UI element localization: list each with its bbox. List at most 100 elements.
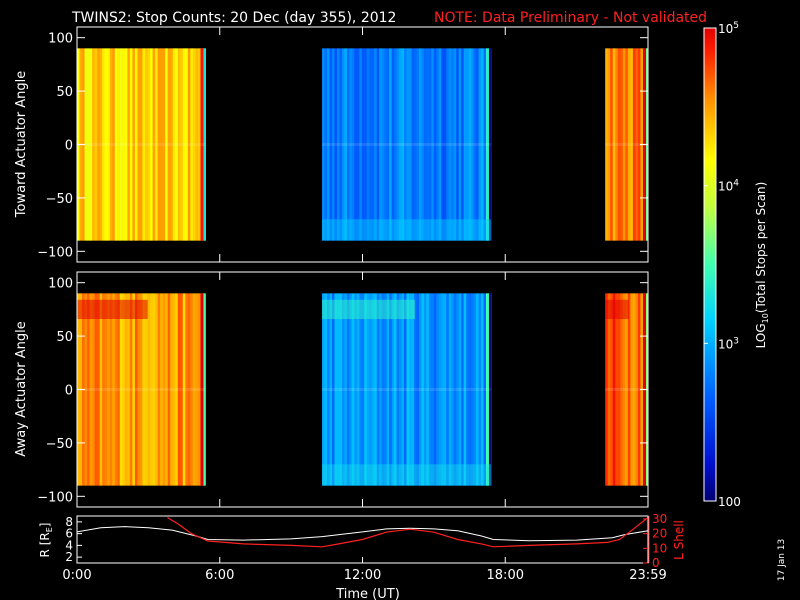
heatmap-column — [339, 293, 343, 486]
heatmap-column — [147, 293, 151, 486]
heatmap-column — [134, 293, 138, 486]
xtick-label: 12:00 — [344, 568, 381, 583]
heatmap-column — [170, 293, 174, 486]
heatmap-column — [142, 48, 146, 241]
heatmap-column — [119, 48, 123, 241]
heatmap-edge — [200, 48, 204, 241]
heatmap-column — [109, 293, 113, 486]
heatmap-column — [409, 48, 412, 241]
heatmap-column — [617, 48, 621, 241]
heatmap-column — [364, 293, 368, 486]
heatmap-edge — [203, 293, 206, 486]
heatmap-column — [483, 293, 487, 486]
heatmap-column — [471, 48, 474, 241]
heatmap-column — [145, 48, 148, 241]
heatmap-column — [471, 293, 474, 486]
heatmap-column — [172, 293, 176, 486]
heatmap-column — [356, 293, 360, 486]
heatmap-column — [431, 293, 435, 486]
heatmap-column — [132, 48, 136, 241]
heatmap-column — [473, 48, 477, 241]
heatmap-column — [436, 48, 440, 241]
heatmap-column — [625, 48, 629, 241]
heatmap-edge — [488, 293, 491, 486]
ytick-label: 50 — [56, 85, 73, 100]
series-line-r — [77, 526, 648, 542]
heatmap-edge — [485, 48, 489, 241]
heatmap-column — [155, 48, 159, 241]
heatmap-column — [423, 48, 427, 241]
toward-ylabel: Toward Actuator Angle — [14, 71, 29, 218]
heatmap-column — [622, 293, 626, 486]
heatmap-column — [369, 293, 373, 486]
heatmap-column — [396, 293, 400, 486]
y2tick-label: 30 — [652, 512, 667, 526]
heatmap-column — [150, 293, 153, 486]
heatmap-column — [411, 48, 415, 241]
heatmap-column — [389, 293, 393, 486]
heatmap-column — [463, 48, 467, 241]
heatmap-column — [416, 293, 420, 486]
heatmap-column — [394, 48, 397, 241]
heatmap-column — [421, 293, 425, 486]
heatmap-column — [451, 293, 455, 486]
ytick-label: 2 — [65, 550, 73, 564]
heatmap-column — [394, 293, 397, 486]
ytick-label: −100 — [37, 245, 73, 260]
heatmap-column — [456, 293, 460, 486]
heatmap-column — [381, 293, 385, 486]
heatmap-column — [451, 48, 455, 241]
heatmap-column — [102, 48, 106, 241]
heatmap-column — [190, 293, 194, 486]
heatmap-column — [404, 293, 407, 486]
heatmap-column — [157, 48, 161, 241]
heatmap-column — [114, 48, 118, 241]
heatmap-column — [134, 48, 138, 241]
heatmap-column — [172, 48, 176, 241]
heatmap-column — [607, 293, 611, 486]
heatmap-column — [336, 293, 340, 486]
heatmap-column — [481, 293, 484, 486]
low-angle-band — [322, 464, 491, 486]
heatmap-column — [155, 293, 159, 486]
heatmap-column — [615, 293, 619, 486]
heatmap-column — [468, 293, 472, 486]
zero-angle-band — [605, 388, 648, 391]
heatmap-column — [413, 48, 417, 241]
heatmap-column — [612, 293, 616, 486]
heatmap-column — [615, 48, 619, 241]
heatmap-column — [458, 48, 462, 241]
heatmap-column — [89, 48, 93, 241]
heatmap-column — [476, 48, 479, 241]
heatmap-column — [361, 293, 365, 486]
heatmap-column — [329, 293, 333, 486]
ytick-label: 8 — [65, 515, 73, 529]
heatmap-column — [122, 293, 126, 486]
heatmap-column — [87, 293, 90, 486]
heatmap-column — [117, 293, 121, 486]
heatmap-column — [361, 48, 365, 241]
heatmap-column — [152, 48, 156, 241]
heatmap-column — [349, 293, 353, 486]
heatmap-column — [145, 293, 148, 486]
preliminary-note: NOTE: Data Preliminary - Not validated — [434, 10, 707, 26]
heatmap-column — [170, 48, 174, 241]
heatmap-column — [339, 48, 343, 241]
heatmap-column — [165, 48, 169, 241]
heatmap-column — [389, 48, 393, 241]
heatmap-column — [150, 48, 153, 241]
heatmap-column — [364, 48, 368, 241]
heatmap-column — [137, 293, 141, 486]
heatmap-column — [384, 48, 388, 241]
heatmap-column — [329, 48, 333, 241]
heatmap-column — [632, 48, 636, 241]
zero-angle-band — [77, 143, 206, 146]
heatmap-column — [117, 48, 121, 241]
heatmap-column — [107, 293, 111, 486]
heatmap-column — [84, 48, 88, 241]
heatmap-column — [331, 48, 335, 241]
heatmap-column — [331, 293, 335, 486]
heatmap-column — [418, 48, 422, 241]
heatmap-column — [483, 48, 487, 241]
